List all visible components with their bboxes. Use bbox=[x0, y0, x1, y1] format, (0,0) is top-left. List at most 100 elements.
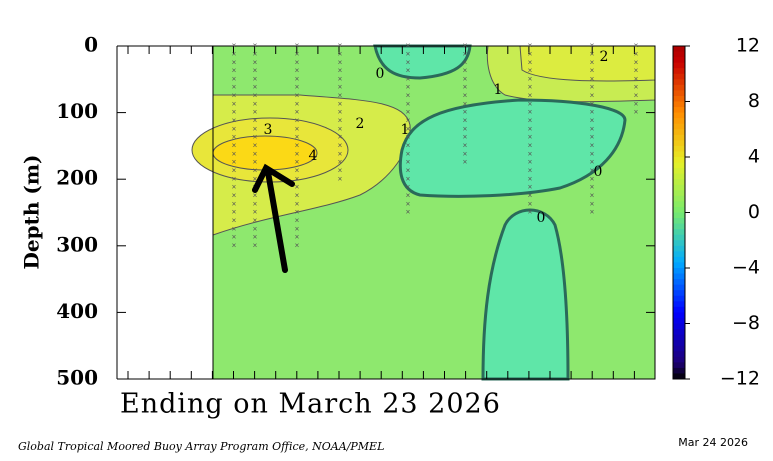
sensor-marker: × bbox=[338, 141, 343, 150]
sensor-marker: × bbox=[295, 166, 300, 175]
sensor-marker: × bbox=[463, 108, 468, 117]
colorbar-cell bbox=[673, 101, 685, 108]
colorbar-cell bbox=[673, 162, 685, 169]
colorbar-cell bbox=[673, 218, 685, 225]
sensor-marker: × bbox=[528, 208, 533, 217]
colorbar-cell bbox=[673, 95, 685, 102]
sensor-marker: × bbox=[528, 58, 533, 67]
contour-label: 0 bbox=[594, 164, 603, 180]
sensor-marker: × bbox=[295, 224, 300, 233]
colorbar-cell bbox=[673, 268, 685, 275]
sensor-marker: × bbox=[232, 149, 237, 158]
sensor-marker: × bbox=[232, 208, 237, 217]
sensor-marker: × bbox=[338, 91, 343, 100]
colorbar-tick-label: 12 bbox=[736, 35, 760, 57]
sensor-marker: × bbox=[406, 208, 411, 217]
sensor-marker: × bbox=[295, 141, 300, 150]
sensor-marker: × bbox=[295, 208, 300, 217]
colorbar-cell bbox=[673, 195, 685, 202]
sensor-marker: × bbox=[253, 216, 258, 225]
colorbar-cell bbox=[673, 62, 685, 69]
sensor-marker: × bbox=[463, 99, 468, 108]
colorbar-cell bbox=[673, 134, 685, 141]
colorbar-cell bbox=[673, 373, 685, 380]
sensor-marker: × bbox=[590, 74, 595, 83]
colorbar-cell bbox=[673, 301, 685, 308]
sensor-marker: × bbox=[634, 58, 639, 67]
sensor-marker: × bbox=[528, 108, 533, 117]
y-tick-label: 400 bbox=[56, 299, 98, 323]
sensor-marker: × bbox=[406, 58, 411, 67]
colorbar-cell bbox=[673, 367, 685, 374]
colorbar-cell bbox=[673, 290, 685, 297]
colorbar-cell bbox=[673, 284, 685, 291]
sensor-marker: × bbox=[634, 91, 639, 100]
sensor-marker: × bbox=[406, 74, 411, 83]
sensor-marker: × bbox=[338, 124, 343, 133]
sensor-marker: × bbox=[590, 91, 595, 100]
y-tick-label: 100 bbox=[56, 99, 98, 123]
sensor-marker: × bbox=[338, 66, 343, 75]
sensor-marker: × bbox=[232, 133, 237, 142]
sensor-marker: × bbox=[590, 208, 595, 217]
colorbar-cell bbox=[673, 240, 685, 247]
sensor-marker: × bbox=[295, 124, 300, 133]
sensor-marker: × bbox=[338, 149, 343, 158]
colorbar-cell bbox=[673, 251, 685, 258]
colorbar-cell bbox=[673, 279, 685, 286]
colorbar-cell bbox=[673, 323, 685, 330]
contour-label: 2 bbox=[356, 116, 365, 132]
colorbar-cell bbox=[673, 184, 685, 191]
sensor-marker: × bbox=[463, 74, 468, 83]
sensor-marker: × bbox=[406, 149, 411, 158]
sensor-marker: × bbox=[295, 49, 300, 58]
sensor-marker: × bbox=[295, 241, 300, 250]
colorbar-cell bbox=[673, 68, 685, 75]
sensor-marker: × bbox=[634, 49, 639, 58]
chart-title: Ending on March 23 2026 bbox=[120, 389, 501, 420]
sensor-marker: × bbox=[338, 174, 343, 183]
sensor-marker: × bbox=[528, 199, 533, 208]
sensor-marker: × bbox=[406, 83, 411, 92]
sensor-marker: × bbox=[528, 183, 533, 192]
sensor-marker: × bbox=[590, 83, 595, 92]
sensor-marker: × bbox=[295, 191, 300, 200]
sensor-marker: × bbox=[232, 233, 237, 242]
sensor-marker: × bbox=[295, 174, 300, 183]
sensor-marker: × bbox=[590, 58, 595, 67]
sensor-marker: × bbox=[232, 191, 237, 200]
sensor-marker: × bbox=[634, 108, 639, 117]
colorbar-cell bbox=[673, 223, 685, 230]
sensor-marker: × bbox=[232, 116, 237, 125]
sensor-marker: × bbox=[590, 199, 595, 208]
colorbar-cell bbox=[673, 107, 685, 114]
sensor-marker: × bbox=[406, 158, 411, 167]
sensor-marker: × bbox=[590, 116, 595, 125]
sensor-marker: × bbox=[338, 166, 343, 175]
sensor-marker: × bbox=[463, 124, 468, 133]
sensor-marker: × bbox=[253, 166, 258, 175]
sensor-markers: ××××××××××××××××××××××××××××××××××××××××… bbox=[232, 41, 639, 250]
sensor-marker: × bbox=[590, 99, 595, 108]
sensor-marker: × bbox=[528, 191, 533, 200]
sensor-marker: × bbox=[253, 99, 258, 108]
colorbar: −12 −8 −4 0 4 8 12 bbox=[672, 35, 760, 390]
sensor-marker: × bbox=[295, 74, 300, 83]
sensor-marker: × bbox=[590, 124, 595, 133]
sensor-marker: × bbox=[295, 183, 300, 192]
sensor-marker: × bbox=[528, 174, 533, 183]
sensor-marker: × bbox=[253, 241, 258, 250]
colorbar-cell bbox=[673, 356, 685, 363]
sensor-marker: × bbox=[406, 191, 411, 200]
sensor-marker: × bbox=[295, 66, 300, 75]
sensor-marker: × bbox=[590, 108, 595, 117]
sensor-marker: × bbox=[295, 99, 300, 108]
colorbar-cell bbox=[673, 351, 685, 358]
sensor-marker: × bbox=[528, 99, 533, 108]
sensor-marker: × bbox=[253, 108, 258, 117]
colorbar-cell bbox=[673, 306, 685, 313]
colorbar-cell bbox=[673, 312, 685, 319]
colorbar-cell bbox=[673, 345, 685, 352]
sensor-marker: × bbox=[253, 66, 258, 75]
sensor-marker: × bbox=[232, 216, 237, 225]
